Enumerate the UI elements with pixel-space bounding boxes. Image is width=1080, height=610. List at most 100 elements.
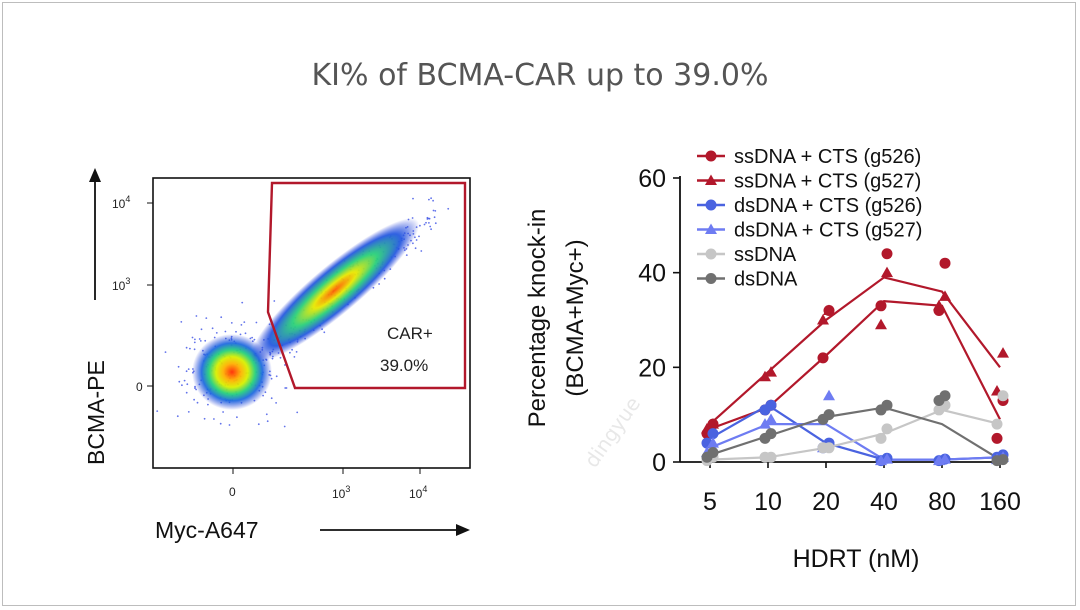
chart-y-tick-label: 60 [638, 165, 666, 193]
chart-y-axis-title-line2: (BCMA+Myc+) [562, 239, 589, 396]
legend-marker-dsdna-cts-g526 [705, 199, 717, 211]
flow-event-dot [255, 321, 258, 324]
chart-y-tick-label: 40 [638, 260, 666, 288]
flow-event-dot [222, 411, 225, 413]
gate-label: CAR+ [387, 324, 433, 343]
flow-event-dot [428, 217, 431, 220]
flow-event-dot [428, 222, 430, 224]
data-point-dsdna [997, 454, 1009, 466]
flow-event-dot [193, 398, 196, 401]
flow-event-dot [215, 332, 218, 334]
data-point-ssdna-cts-g527 [707, 418, 719, 429]
flow-event-dot [196, 401, 199, 404]
data-point-dsdna-cts-g527 [759, 418, 771, 429]
flow-event-dot [378, 283, 380, 285]
flow-event-dot [220, 316, 223, 319]
flow-x-arrowhead [456, 524, 470, 536]
flow-event-dot [177, 365, 180, 368]
data-point-ssdna-cts-g527 [939, 290, 951, 301]
data-point-dsdna-cts-g527 [765, 413, 777, 424]
flow-event-dot [176, 415, 179, 418]
chart-x-tick-label: 20 [812, 488, 840, 516]
data-point-ssdna-cts-g527 [759, 370, 771, 382]
flow-event-dot [207, 403, 209, 406]
chart-x-tick-label: 5 [703, 488, 717, 516]
flow-event-dot [241, 301, 244, 304]
flow-event-dot [432, 199, 434, 202]
flow-event-dot [224, 330, 227, 333]
flow-event-dot [428, 198, 430, 201]
legend-label-dsdna: dsDNA [734, 269, 798, 291]
car-gate [266, 181, 467, 390]
flow-event-dot [193, 348, 196, 351]
flow-event-dot [296, 411, 299, 414]
data-point-ssdna-cts-g526 [939, 257, 951, 269]
data-point-ssdna-cts-g526 [991, 432, 1003, 444]
chart-x-tick-label: 40 [870, 488, 898, 516]
flow-event-dot [198, 338, 201, 340]
flow-event-dot [430, 197, 432, 200]
flow-event-dot [423, 223, 426, 226]
chart-x-tick-label: 160 [979, 488, 1021, 516]
flow-event-dot [293, 356, 296, 358]
flow-event-dot [189, 347, 191, 350]
flow-event-dot [183, 379, 186, 382]
flow-event-dot [199, 340, 202, 342]
slide-title: KI% of BCMA-CAR up to 39.0% [311, 58, 769, 93]
flow-event-dot [195, 315, 198, 317]
series-line-dsdna [709, 406, 1001, 461]
data-point-ssdna-cts-g527 [933, 299, 945, 311]
chart-x-tick-label: 10 [754, 488, 782, 516]
flow-event-dot [203, 417, 206, 420]
flow-event-dot [383, 277, 386, 280]
flow-event-dot [244, 332, 247, 335]
flow-event-dot [185, 346, 188, 349]
flow-event-dot [193, 341, 196, 344]
flow-event-dot [243, 321, 246, 323]
legend-marker-ssdna [705, 248, 717, 260]
flow-event-dot [285, 387, 288, 389]
flow-y-axis-title: BCMA-PE [83, 360, 109, 465]
flow-event-dot [185, 370, 188, 373]
legend-label-ssdna: ssDNA [734, 244, 797, 266]
flow-event-dot [213, 418, 215, 420]
chart-y-tick-label: 20 [638, 354, 666, 382]
legend-label-dsdna-cts-g527: dsDNA + CTS (g527) [734, 220, 922, 242]
flow-event-dot [178, 380, 181, 383]
data-point-dsdna [707, 447, 719, 459]
flow-event-dot [434, 210, 437, 212]
flow-event-dot [194, 338, 196, 341]
flow-event-dot [186, 383, 189, 386]
flow-y-tick-label: 0 [136, 380, 143, 394]
flow-event-dot [273, 300, 276, 302]
flow-event-dot [251, 336, 254, 339]
flow-event-dot [289, 351, 291, 354]
flow-event-dot [295, 351, 298, 353]
flow-event-dot [164, 351, 167, 353]
legend-label-ssdna-cts-g527: ssDNA + CTS (g527) [734, 171, 921, 193]
data-point-dsdna-cts-g527 [823, 389, 835, 401]
flow-event-dot [194, 387, 196, 389]
data-point-ssdna-cts-g527 [765, 366, 777, 377]
flow-event-dot [219, 422, 222, 425]
data-point-ssdna-cts-g527 [997, 347, 1009, 358]
flow-density-positive [250, 218, 420, 362]
data-point-ssdna-cts-g526 [875, 300, 887, 312]
flow-event-dot [253, 338, 256, 341]
flow-event-dot [284, 364, 286, 366]
flow-event-dot [211, 327, 214, 330]
data-point-dsdna [881, 399, 893, 411]
data-point-ssdna-cts-g527 [881, 266, 893, 278]
legend-marker-dsdna [705, 273, 717, 284]
chart-y-tick-label: 0 [652, 449, 666, 477]
data-point-ssdna [823, 442, 835, 454]
flow-event-dot [425, 221, 427, 224]
flow-event-dot [266, 420, 269, 423]
data-point-ssdna [991, 418, 1003, 430]
flow-event-dot [275, 375, 278, 378]
flow-event-dot [228, 424, 231, 426]
flow-event-dot [265, 413, 268, 416]
chart-x-tick-label: 80 [928, 488, 956, 516]
